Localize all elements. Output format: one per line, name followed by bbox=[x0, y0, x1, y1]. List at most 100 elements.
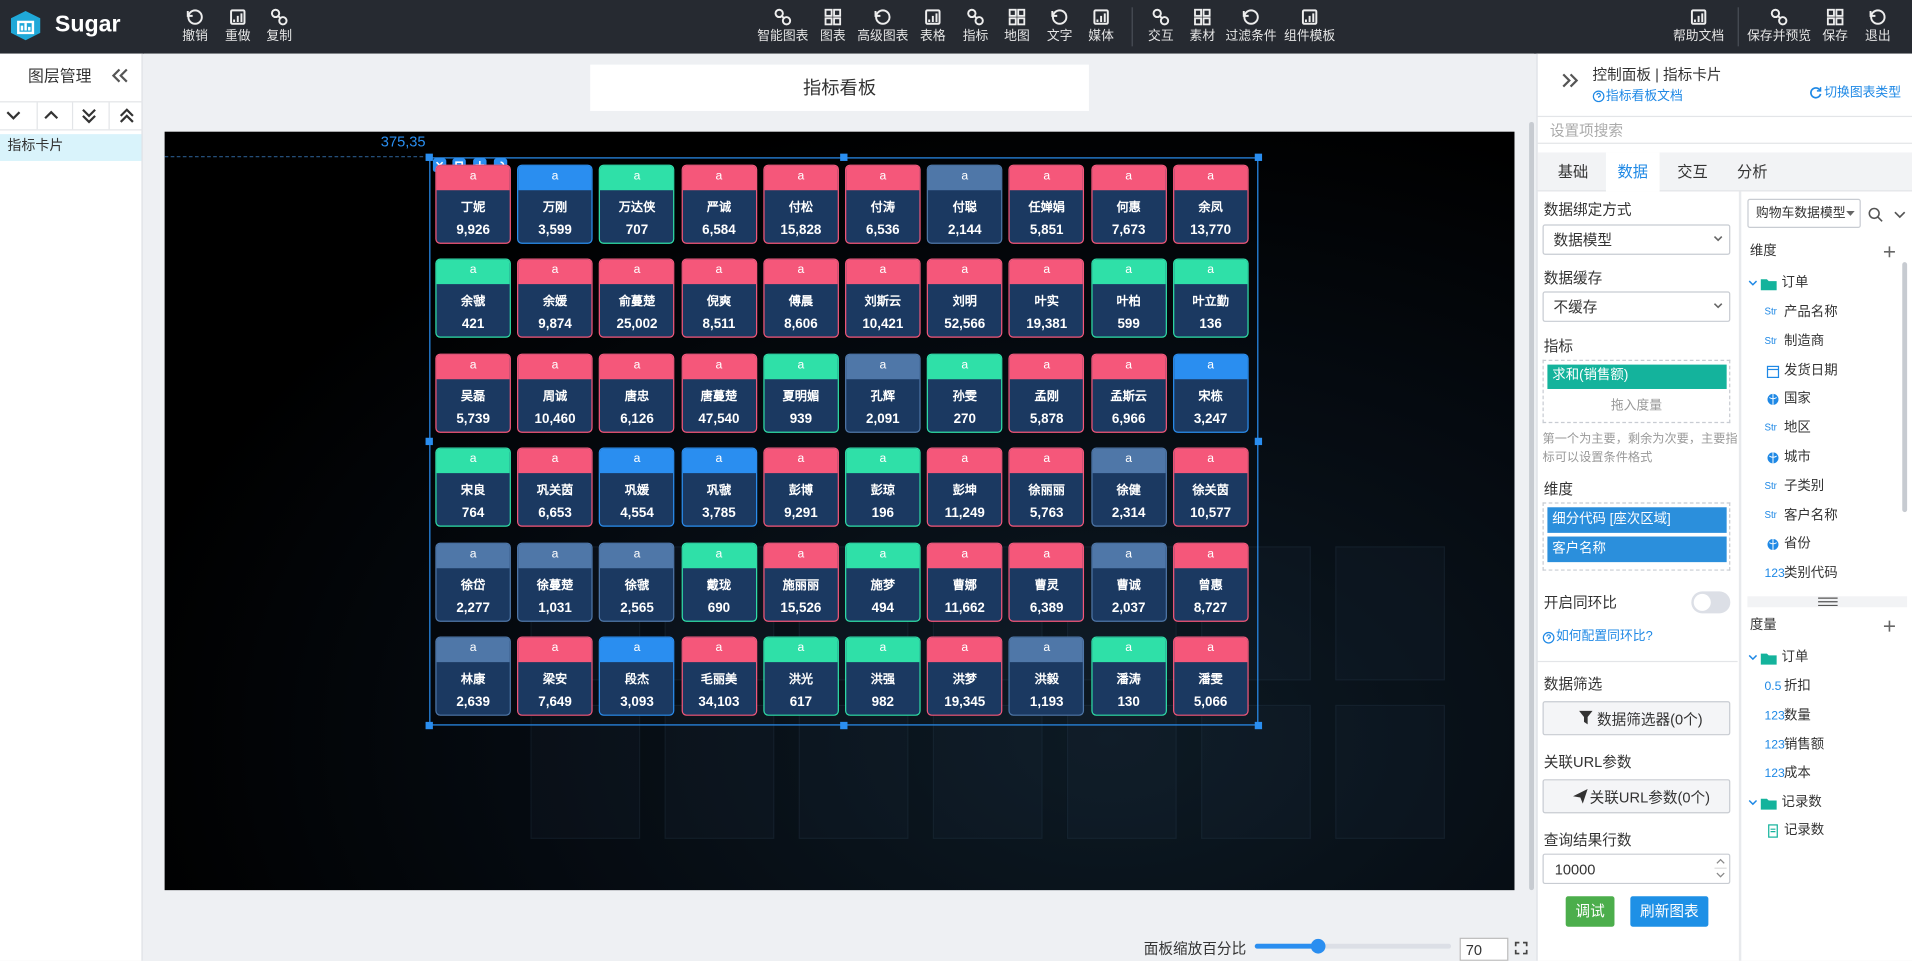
rows-input[interactable]: 10000 bbox=[1542, 853, 1731, 885]
toolbar-label[interactable]: 过滤条件 bbox=[1225, 29, 1277, 44]
toolbar-icon[interactable] bbox=[1193, 7, 1213, 27]
tab[interactable]: 交互 bbox=[1677, 163, 1708, 181]
zoom-knob[interactable] bbox=[1310, 938, 1326, 954]
refresh-label[interactable]: 刷新图表 bbox=[1640, 902, 1699, 920]
resize-handle[interactable] bbox=[1254, 437, 1263, 446]
select[interactable]: 不缓存 bbox=[1542, 291, 1731, 322]
add-button[interactable] bbox=[1883, 620, 1895, 632]
toolbar-icon[interactable] bbox=[1091, 7, 1111, 27]
dim-chip[interactable]: 客户名称 bbox=[1547, 536, 1727, 563]
model-select[interactable]: 购物车数据模型 bbox=[1747, 198, 1861, 229]
field-item[interactable]: 发货日期 bbox=[1783, 362, 1838, 378]
search-placeholder[interactable]: 设置项搜索 bbox=[1549, 121, 1624, 140]
resize-handle[interactable] bbox=[425, 721, 433, 730]
chevron[interactable] bbox=[1894, 211, 1906, 219]
toolbar-label[interactable]: 指标 bbox=[962, 29, 989, 44]
toolbar-label[interactable]: 退出 bbox=[1865, 29, 1891, 44]
field-item[interactable]: 子类别 bbox=[1783, 478, 1825, 494]
toolbar-icon[interactable] bbox=[966, 7, 986, 27]
field-item[interactable]: 数量 bbox=[1783, 708, 1811, 723]
toolbar-label[interactable]: 保存并预览 bbox=[1747, 29, 1812, 44]
toolbar-icon[interactable] bbox=[1241, 7, 1261, 27]
field-item[interactable]: 销售额 bbox=[1783, 737, 1825, 752]
debug-button[interactable]: 调试 bbox=[1565, 896, 1615, 927]
toolbar-label[interactable]: 复制 bbox=[266, 29, 293, 44]
field-item[interactable]: 产品名称 bbox=[1783, 304, 1838, 320]
resize-handle[interactable] bbox=[1254, 153, 1263, 161]
collapse-icon[interactable] bbox=[110, 68, 130, 83]
doc-link[interactable]: 指标看板文档 bbox=[1605, 89, 1683, 104]
model-value[interactable]: 购物车数据模型 bbox=[1755, 206, 1846, 221]
toolbar-label[interactable]: 地图 bbox=[1004, 29, 1030, 44]
toolbar-icon[interactable] bbox=[185, 7, 205, 27]
toolbar-icon[interactable] bbox=[1689, 7, 1709, 27]
select-value[interactable]: 不缓存 bbox=[1553, 298, 1598, 316]
toolbar-label[interactable]: 重做 bbox=[224, 29, 251, 44]
dim-chip-label[interactable]: 客户名称 bbox=[1552, 541, 1606, 557]
switch-icon[interactable] bbox=[1810, 87, 1822, 99]
order-button[interactable] bbox=[5, 107, 22, 124]
zoom-input[interactable]: 70 bbox=[1459, 937, 1509, 961]
metric-chip[interactable]: 求和(销售额) bbox=[1547, 364, 1727, 389]
metric-chip-label[interactable]: 求和(销售额) bbox=[1552, 368, 1629, 383]
resize-handle[interactable] bbox=[425, 437, 433, 446]
field-item[interactable]: 地区 bbox=[1783, 420, 1811, 436]
order-button[interactable] bbox=[118, 107, 135, 124]
toolbar-icon[interactable] bbox=[823, 7, 843, 27]
filter-button[interactable]: 数据筛选器(0个) bbox=[1542, 701, 1731, 736]
select-value[interactable]: 数据模型 bbox=[1553, 231, 1613, 249]
field-item[interactable]: 城市 bbox=[1783, 449, 1811, 465]
resize-handle[interactable] bbox=[1254, 721, 1263, 730]
toolbar-icon[interactable] bbox=[1007, 7, 1027, 27]
dim-chip-label[interactable]: 细分代码 [座次区域] bbox=[1552, 512, 1671, 527]
order-button[interactable] bbox=[80, 107, 97, 124]
toggle-knob[interactable] bbox=[1693, 593, 1711, 611]
tab[interactable]: 基础 bbox=[1557, 163, 1589, 181]
tree-folder[interactable]: 订单 bbox=[1781, 649, 1809, 665]
switch-link[interactable]: 切换图表类型 bbox=[1824, 85, 1902, 100]
field-item[interactable]: 客户名称 bbox=[1783, 507, 1838, 523]
layer-item-label[interactable]: 指标卡片 bbox=[7, 139, 64, 154]
toolbar-icon[interactable] bbox=[1300, 7, 1320, 27]
compare-link[interactable]: 如何配置同环比? bbox=[1555, 629, 1653, 644]
search-input[interactable]: 设置项搜索 bbox=[1537, 115, 1912, 144]
resize-handle[interactable] bbox=[840, 721, 848, 730]
toolbar-icon[interactable] bbox=[1868, 7, 1888, 27]
toolbar-label[interactable]: 帮助文档 bbox=[1673, 29, 1725, 44]
refresh-button[interactable]: 刷新图表 bbox=[1630, 896, 1709, 927]
fullscreen-icon[interactable] bbox=[1514, 941, 1528, 955]
rows-value[interactable]: 10000 bbox=[1554, 860, 1596, 878]
toolbar-icon[interactable] bbox=[1050, 7, 1070, 27]
toolbar-icon[interactable] bbox=[773, 7, 793, 27]
add-button[interactable] bbox=[1883, 246, 1895, 258]
url-button-label[interactable]: 关联URL参数(0个) bbox=[1589, 788, 1711, 807]
toolbar-label[interactable]: 高级图表 bbox=[857, 29, 909, 44]
order-button[interactable] bbox=[43, 107, 60, 124]
select[interactable]: 数据模型 bbox=[1542, 224, 1731, 255]
toolbar-label[interactable]: 媒体 bbox=[1088, 29, 1114, 44]
spinner[interactable] bbox=[1714, 856, 1727, 880]
field-item[interactable]: 类别代码 bbox=[1783, 566, 1838, 581]
toolbar-label[interactable]: 图表 bbox=[820, 29, 846, 44]
toolbar-label[interactable]: 表格 bbox=[920, 29, 946, 44]
zoom-value[interactable]: 70 bbox=[1465, 941, 1482, 959]
toolbar-label[interactable]: 组件模板 bbox=[1284, 29, 1336, 44]
expand-icon[interactable] bbox=[1561, 73, 1581, 88]
drag-handle[interactable] bbox=[1818, 597, 1838, 607]
tab[interactable]: 数据 bbox=[1617, 163, 1649, 181]
toolbar-icon[interactable] bbox=[269, 7, 289, 27]
resize-handle[interactable] bbox=[425, 153, 433, 161]
resize-handle[interactable] bbox=[840, 153, 848, 161]
filter-button-label[interactable]: 数据筛选器(0个) bbox=[1596, 710, 1703, 728]
field-item[interactable]: 国家 bbox=[1783, 391, 1811, 407]
debug-label[interactable]: 调试 bbox=[1575, 902, 1605, 920]
field-item[interactable]: 省份 bbox=[1783, 537, 1811, 552]
toolbar-label[interactable]: 交互 bbox=[1148, 29, 1174, 44]
toolbar-label[interactable]: 素材 bbox=[1189, 29, 1216, 44]
toolbar-icon[interactable] bbox=[1151, 7, 1171, 27]
toolbar-label[interactable]: 保存 bbox=[1822, 29, 1848, 44]
toolbar-icon[interactable] bbox=[1769, 7, 1789, 27]
toolbar-icon[interactable] bbox=[923, 7, 943, 27]
field-item[interactable]: 成本 bbox=[1783, 766, 1811, 781]
toolbar-label[interactable]: 文字 bbox=[1046, 29, 1073, 44]
